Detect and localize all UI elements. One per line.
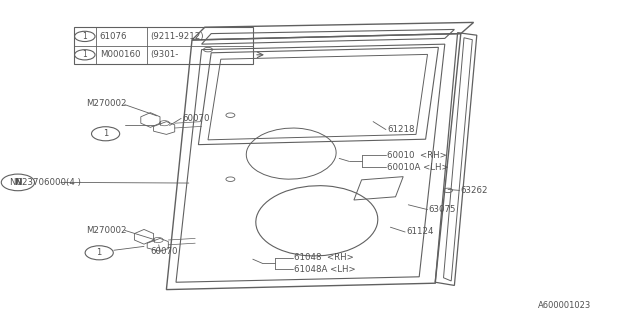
- Bar: [74, 27, 253, 64]
- Text: (9301-: (9301-: [150, 50, 179, 59]
- Text: N: N: [14, 178, 22, 187]
- Text: 61076: 61076: [100, 32, 127, 41]
- Text: 60070: 60070: [182, 114, 210, 123]
- Text: 63262: 63262: [461, 186, 488, 195]
- Text: 63075: 63075: [429, 205, 456, 214]
- Text: M270002: M270002: [86, 226, 127, 235]
- Text: 1: 1: [97, 248, 102, 257]
- Text: 61048A <LH>: 61048A <LH>: [294, 265, 356, 274]
- Text: 60010A <LH>: 60010A <LH>: [387, 163, 449, 172]
- Text: 61218: 61218: [387, 125, 415, 134]
- Text: 61048  <RH>: 61048 <RH>: [294, 253, 354, 262]
- Text: 1: 1: [83, 50, 87, 59]
- Text: 61124: 61124: [406, 228, 434, 236]
- Text: 1: 1: [103, 129, 108, 138]
- Text: 60070: 60070: [150, 247, 178, 256]
- Text: (9211-9212): (9211-9212): [150, 32, 204, 41]
- Text: N023706000(4 ): N023706000(4 ): [10, 178, 81, 187]
- Text: 1: 1: [83, 32, 87, 41]
- Text: M000160: M000160: [100, 50, 140, 59]
- Text: 60010  <RH>: 60010 <RH>: [387, 151, 447, 160]
- Text: M270002: M270002: [86, 100, 127, 108]
- Text: A600001023: A600001023: [538, 301, 591, 310]
